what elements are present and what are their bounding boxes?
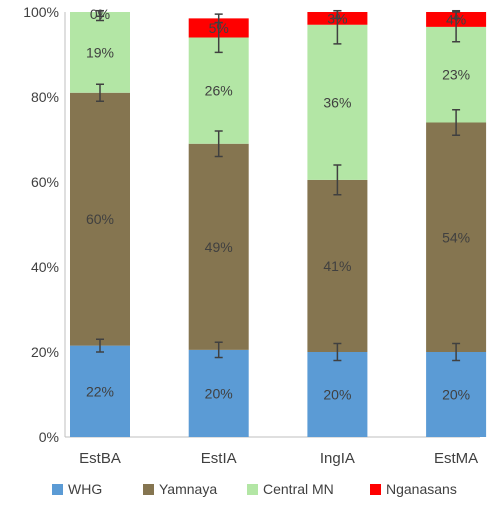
bar-segment-central-mn	[188, 37, 249, 144]
y-tick-label: 40%	[31, 259, 59, 275]
data-label: 23%	[442, 67, 470, 83]
data-label: 19%	[86, 44, 114, 60]
bar-segment-yamnaya	[70, 92, 130, 346]
bar-segment-whg	[426, 352, 487, 437]
data-label: 54%	[442, 229, 470, 245]
bar-segment-whg	[188, 349, 249, 437]
data-label: 4%	[446, 11, 466, 27]
data-label: 49%	[205, 239, 233, 255]
legend-label: Nganasans	[386, 481, 457, 497]
data-label: 36%	[323, 94, 351, 110]
y-axis-ticks: 0% 20% 40% 60% 80% 100%	[23, 4, 59, 445]
legend-label: Central MN	[263, 481, 334, 497]
bar-segment-central-mn	[70, 12, 130, 93]
data-label: 20%	[323, 387, 351, 403]
y-tick-label: 60%	[31, 174, 59, 190]
data-label: 26%	[205, 83, 233, 99]
x-category-label: EstMA	[434, 450, 478, 467]
y-tick-label: 0%	[39, 429, 59, 445]
legend-swatch	[247, 484, 258, 495]
x-category-label: IngIA	[320, 450, 355, 467]
y-tick-label: 100%	[23, 4, 59, 20]
data-label: 60%	[86, 211, 114, 227]
x-category-label: EstBA	[79, 450, 121, 467]
bar-segment-yamnaya	[188, 143, 249, 350]
data-label: 20%	[205, 385, 233, 401]
legend-swatch	[143, 484, 154, 495]
bar-segment-central-mn	[426, 26, 487, 123]
legend-label: WHG	[68, 481, 102, 497]
bar-segment-yamnaya	[307, 179, 368, 352]
legend-label: Yamnaya	[159, 481, 217, 497]
bar-stack: 20% 54% 23% 4%	[426, 9, 487, 437]
bar-stack: 20% 49% 26% 5%	[188, 13, 249, 437]
bar-segment-central-mn	[307, 24, 368, 180]
bar-segment-whg	[307, 352, 368, 437]
y-tick-label: 80%	[31, 89, 59, 105]
bar-segment-whg	[70, 345, 130, 437]
legend-swatch	[52, 484, 63, 495]
bar-stack: 20% 41% 36% 3%	[307, 9, 368, 437]
data-label: 0%	[90, 6, 110, 22]
bar-segment-yamnaya	[426, 122, 487, 352]
x-category-label: EstIA	[201, 450, 237, 467]
bar-stack: 22% 60% 19% 0%	[70, 6, 130, 437]
data-label: 41%	[323, 258, 351, 274]
x-axis-categories: EstBA EstIA IngIA EstMA	[79, 450, 478, 467]
bar-stacks: 22%60%19%0%20%49%26%5%20%41%36%3%20%54%2…	[70, 6, 487, 437]
data-label: 3%	[327, 10, 347, 26]
legend: WHG Yamnaya Central MN Nganasans	[52, 481, 457, 497]
data-label: 20%	[442, 387, 470, 403]
legend-swatch	[370, 484, 381, 495]
data-label: 22%	[86, 383, 114, 399]
y-tick-label: 20%	[31, 344, 59, 360]
data-label: 5%	[209, 20, 229, 36]
